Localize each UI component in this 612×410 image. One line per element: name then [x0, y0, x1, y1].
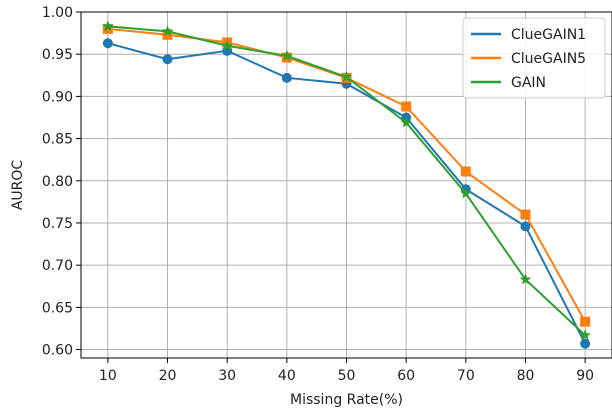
y-tick-label: 0.65 [42, 300, 73, 316]
series-group [102, 20, 591, 349]
data-point-cluegain5 [401, 101, 412, 112]
data-point-gain [281, 49, 293, 61]
legend-label-cluegain5: ClueGAIN5 [511, 51, 586, 67]
y-tick-label: 0.70 [42, 258, 73, 274]
data-point-gain [221, 39, 233, 51]
data-point-cluegain1 [102, 38, 113, 49]
x-tick-label: 50 [338, 368, 356, 384]
x-tick-label: 70 [457, 368, 475, 384]
data-point-cluegain1 [162, 54, 173, 65]
x-axis-label: Missing Rate(%) [290, 392, 403, 408]
data-point-cluegain5 [520, 209, 531, 220]
y-tick-label: 1.00 [42, 5, 73, 21]
data-point-cluegain1 [281, 72, 292, 83]
x-tick-label: 80 [517, 368, 535, 384]
x-tick-label: 30 [218, 368, 236, 384]
y-tick-label: 0.95 [42, 47, 73, 63]
data-point-gain [519, 273, 532, 285]
y-tick-label: 0.60 [42, 343, 73, 359]
x-tick-label: 10 [99, 368, 117, 384]
data-point-gain [579, 329, 591, 341]
series-gain [102, 20, 591, 341]
data-point-cluegain1 [580, 338, 591, 349]
legend-label-gain: GAIN [511, 75, 546, 91]
y-tick-label: 0.75 [42, 216, 73, 232]
data-point-cluegain5 [460, 166, 471, 177]
y-axis-label: AUROC [10, 160, 26, 211]
y-tick-label: 0.90 [42, 89, 73, 105]
data-point-cluegain5 [580, 316, 591, 327]
data-point-gain [400, 116, 412, 128]
x-tick-label: 60 [397, 368, 415, 384]
x-axis-ticks: 10 20 30 40 50 60 70 80 90 [99, 358, 594, 384]
x-tick-label: 20 [159, 368, 177, 384]
legend-box [462, 17, 606, 99]
y-axis-ticks: 0.60 0.65 0.70 0.75 0.80 0.85 0.90 0.95 1.00 [42, 5, 81, 359]
x-tick-label: 90 [576, 368, 594, 384]
data-point-gain [102, 20, 114, 32]
legend-label-cluegain1: ClueGAIN1 [511, 27, 586, 43]
data-point-cluegain1 [520, 221, 531, 232]
data-point-gain [460, 187, 472, 199]
data-point-gain [161, 25, 174, 37]
data-point-cluegain5 [162, 29, 173, 40]
legend: ClueGAIN1 ClueGAIN5 GAIN [462, 17, 606, 99]
y-tick-label: 0.85 [42, 132, 73, 148]
data-point-gain [340, 70, 353, 82]
x-tick-label: 40 [278, 368, 296, 384]
y-tick-label: 0.80 [42, 174, 73, 190]
